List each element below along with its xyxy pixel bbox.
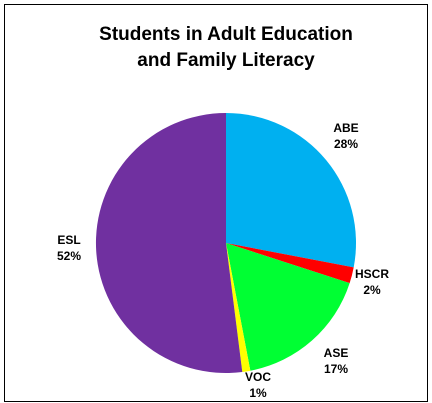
slice-label-hscr: HSCR 2% xyxy=(355,267,389,297)
pie-slice-hscr xyxy=(226,243,354,284)
slice-label-ase: ASE 17% xyxy=(324,346,349,376)
chart-title-line-2: and Family Literacy xyxy=(137,50,315,71)
pie-slice-esl xyxy=(95,113,243,373)
slice-label-voc: VOC 1% xyxy=(245,370,271,400)
pie-labels: ABE 28% HSCR 2% ASE 17% VOC 1% ESL 52% xyxy=(57,121,389,400)
pie-slice-abe xyxy=(226,113,357,268)
pie-slice-ase xyxy=(226,243,350,371)
pie-slices xyxy=(95,113,357,373)
slice-label-esl: ESL 52% xyxy=(57,233,81,263)
slice-label-abe: ABE 28% xyxy=(333,121,358,151)
chart-title-line-1: Students in Adult Education xyxy=(99,24,353,45)
pie-slice-voc xyxy=(226,243,251,372)
